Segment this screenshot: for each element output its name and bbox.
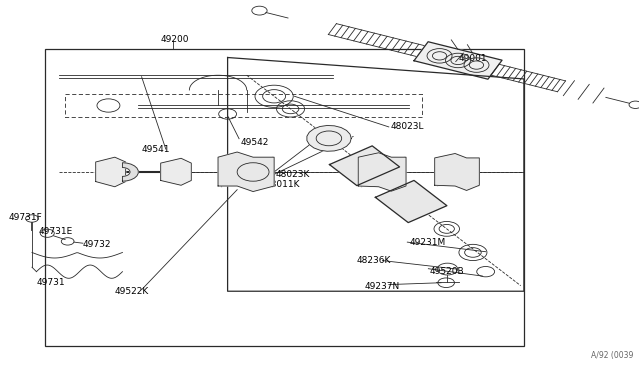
Text: 49200: 49200 — [161, 35, 189, 44]
Polygon shape — [414, 42, 502, 79]
Text: 49731E: 49731E — [38, 227, 72, 236]
Polygon shape — [435, 154, 479, 190]
Polygon shape — [375, 180, 447, 222]
Text: 48011K: 48011K — [266, 180, 300, 189]
Text: 48236K: 48236K — [357, 256, 391, 265]
Text: 49542: 49542 — [241, 138, 269, 147]
Text: 48023L: 48023L — [390, 122, 424, 131]
Polygon shape — [307, 125, 351, 151]
Text: 49231M: 49231M — [409, 238, 445, 247]
Text: 49731F: 49731F — [9, 213, 43, 222]
Polygon shape — [330, 146, 399, 186]
Polygon shape — [218, 152, 274, 192]
Polygon shape — [358, 153, 406, 191]
Text: 49732: 49732 — [83, 240, 111, 249]
Text: 49731: 49731 — [36, 278, 65, 287]
Text: 49001: 49001 — [459, 54, 488, 63]
Text: 49237N: 49237N — [365, 282, 400, 291]
Text: 48023K: 48023K — [275, 170, 310, 179]
Polygon shape — [96, 157, 125, 187]
Text: A/92 (0039: A/92 (0039 — [591, 351, 634, 360]
Bar — [45, 49, 524, 346]
Polygon shape — [161, 158, 191, 185]
Text: 49522K: 49522K — [115, 287, 149, 296]
Text: 49520B: 49520B — [429, 267, 464, 276]
Polygon shape — [122, 163, 138, 181]
Text: 49541: 49541 — [141, 145, 170, 154]
